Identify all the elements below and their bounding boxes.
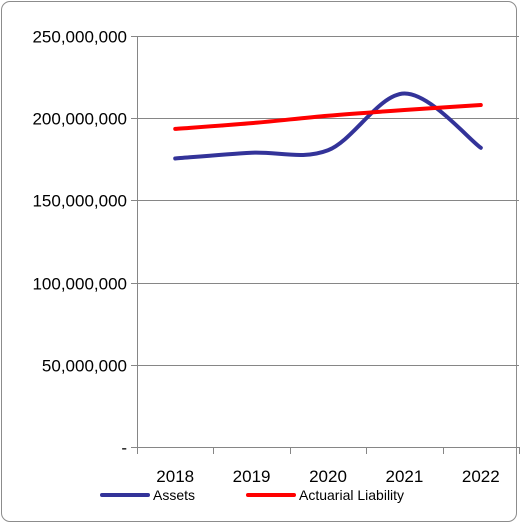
gridlines — [137, 36, 519, 366]
y-tick-label: - — [121, 439, 127, 458]
x-tick-label: 2021 — [385, 467, 423, 486]
series-line-actuarial-liability — [173, 103, 483, 131]
axes — [131, 36, 520, 454]
series-lines — [173, 91, 483, 161]
y-axis-ticks: - 50,000,000 100,000,000 150,000,000 200,000… — [32, 28, 127, 458]
x-tick-label: 2019 — [233, 467, 271, 486]
x-tick-label: 2018 — [156, 467, 194, 486]
x-axis-ticks: 2018 2019 2020 2021 2022 — [156, 467, 499, 486]
legend: Assets Actuarial Liability — [100, 487, 404, 503]
legend-label-actuarial-liability: Actuarial Liability — [299, 487, 404, 503]
y-tick-label: 250,000,000 — [32, 28, 127, 47]
y-tick-label: 150,000,000 — [32, 192, 127, 211]
y-tick-label: 100,000,000 — [32, 275, 127, 294]
legend-label-assets: Assets — [153, 487, 195, 503]
x-tick-label: 2022 — [462, 467, 500, 486]
y-tick-label: 200,000,000 — [32, 110, 127, 129]
y-tick-label: 50,000,000 — [42, 357, 127, 376]
x-tick-label: 2020 — [309, 467, 347, 486]
